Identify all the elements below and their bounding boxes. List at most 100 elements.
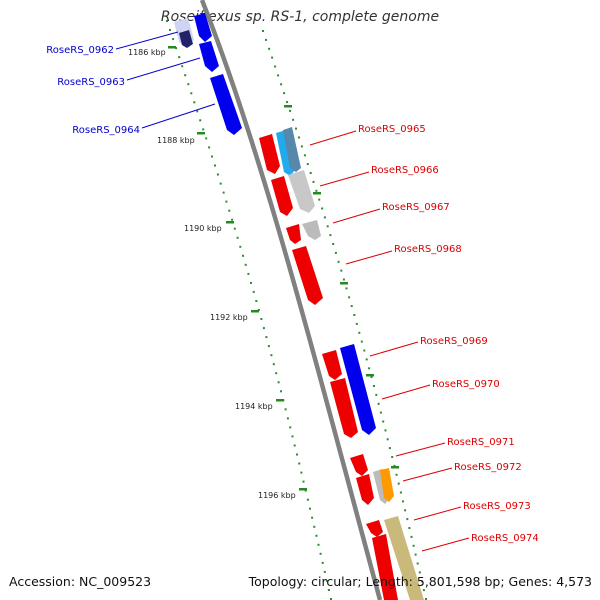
gene-label[interactable]: RoseRS_0971	[447, 437, 515, 448]
gene-arrow[interactable]	[366, 520, 383, 537]
gene-arrow[interactable]	[199, 41, 219, 72]
track-dot	[296, 453, 298, 456]
tick-mark	[251, 310, 259, 313]
track-dot	[231, 218, 234, 221]
track-dot	[408, 527, 411, 529]
track-dot	[300, 145, 303, 148]
track-dot	[321, 207, 324, 210]
track-dot	[274, 65, 277, 68]
gene-label[interactable]: RoseRS_0973	[463, 501, 531, 512]
gene-arrow[interactable]	[271, 176, 293, 216]
gene-label[interactable]: RoseRS_0965	[358, 124, 426, 135]
gene-arrow[interactable]	[259, 134, 280, 174]
track-dot	[368, 367, 371, 370]
label-leader	[319, 171, 370, 187]
track-dot	[348, 296, 351, 299]
track-dot	[311, 516, 314, 519]
track-dot	[222, 191, 225, 194]
track-dot	[196, 110, 199, 113]
gene-arrow[interactable]	[350, 454, 368, 476]
gene-label[interactable]: RoseRS_0968	[394, 244, 462, 255]
gene-label[interactable]: RoseRS_0972	[454, 462, 522, 473]
track-dot	[399, 491, 402, 494]
track-dot	[202, 128, 205, 131]
track-dot	[267, 345, 270, 348]
gene-arrow[interactable]	[292, 246, 323, 305]
gene-arrow[interactable]	[372, 534, 398, 600]
track-dot	[388, 447, 391, 450]
track-dot	[372, 385, 375, 387]
gene-label[interactable]: RoseRS_0963	[57, 77, 125, 88]
gene-label[interactable]: RoseRS_0967	[382, 202, 450, 213]
tick-label: 1192 kbp	[210, 313, 248, 322]
gene-arrow[interactable]	[210, 74, 242, 135]
track-dot	[360, 340, 363, 343]
track-dot	[406, 518, 409, 521]
track-dot	[225, 200, 228, 203]
track-dot	[247, 272, 250, 275]
gene-arrow[interactable]	[356, 474, 374, 505]
track-dot	[365, 358, 368, 361]
track-dot	[280, 390, 282, 393]
tick-label: 1188 kbp	[157, 136, 195, 145]
gene-arrow[interactable]	[340, 344, 376, 435]
gene-arrow[interactable]	[179, 30, 193, 48]
track-dot	[300, 471, 303, 474]
gene-label[interactable]: RoseRS_0966	[371, 165, 439, 176]
track-dot	[302, 480, 305, 483]
track-dot	[418, 571, 421, 574]
track-dot	[208, 146, 211, 149]
track-dot	[306, 498, 309, 501]
track-dot	[175, 47, 178, 50]
gene-arrow[interactable]	[302, 220, 321, 240]
track-dot	[414, 553, 417, 556]
track-dot	[358, 331, 361, 334]
tick-mark	[340, 282, 348, 285]
track-dot	[265, 336, 268, 339]
gene-label[interactable]: RoseRS_0962	[46, 45, 114, 56]
gene-arrow[interactable]	[288, 170, 315, 213]
track-dot	[402, 500, 404, 503]
track-dot	[216, 173, 219, 176]
label-leader	[395, 442, 446, 457]
tick-mark	[299, 488, 307, 491]
tick-mark	[366, 374, 374, 377]
track-dot	[272, 363, 275, 366]
track-dot	[416, 562, 419, 565]
scale: 1186 kbp 1188 kbp 1190 kbp 1192 kbp 1194…	[128, 46, 307, 500]
track-dot	[233, 227, 236, 230]
tick-label: 1186 kbp	[128, 48, 166, 57]
gene-arrow[interactable]	[194, 13, 212, 42]
gene-label[interactable]: RoseRS_0969	[420, 336, 488, 347]
gene-arrow[interactable]	[286, 224, 301, 244]
gene-arrow[interactable]	[283, 127, 301, 172]
track-dot	[391, 456, 394, 458]
gene-label[interactable]: RoseRS_0964	[72, 125, 140, 136]
gene-arrow[interactable]	[380, 468, 394, 502]
gene-arrow[interactable]	[384, 516, 424, 600]
track-dot	[184, 74, 187, 77]
track-dot	[271, 56, 274, 59]
track-dot	[169, 29, 171, 31]
gene-label[interactable]: RoseRS_0974	[471, 533, 539, 544]
track-dot	[334, 251, 337, 254]
track-dot	[193, 101, 196, 104]
track-dot	[291, 435, 294, 438]
track-dot	[295, 127, 297, 130]
track-dot	[286, 101, 289, 103]
track-dot	[330, 598, 332, 600]
track-dot	[277, 74, 280, 77]
genome-backbone	[199, 0, 383, 600]
track-dot	[252, 290, 255, 293]
track-dot	[318, 198, 321, 201]
gene-label[interactable]: RoseRS_0970	[432, 379, 500, 390]
track-dot	[187, 83, 190, 86]
forward-genes	[174, 13, 242, 135]
gene-arrow[interactable]	[330, 378, 358, 438]
tick-label: 1194 kbp	[235, 402, 273, 411]
track-dot	[384, 429, 387, 432]
tick-mark	[276, 399, 284, 402]
gene-arrow[interactable]	[322, 350, 342, 380]
